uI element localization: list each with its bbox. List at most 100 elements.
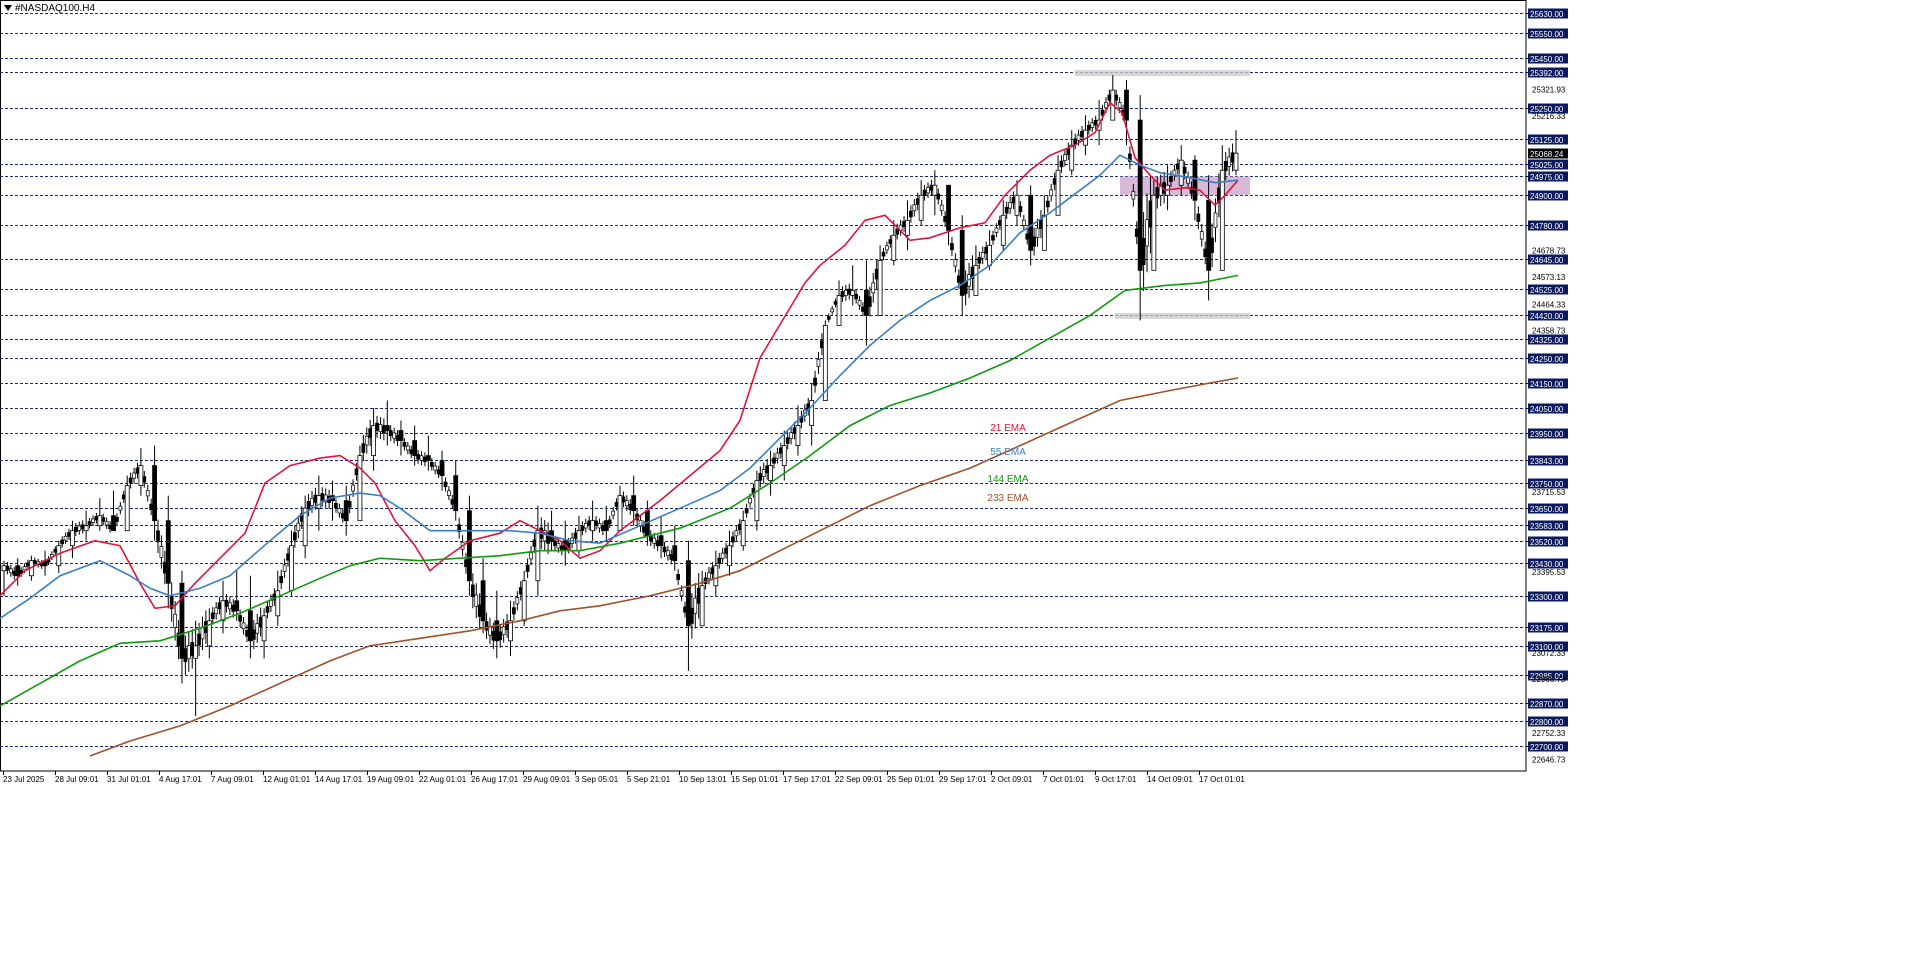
candle-body xyxy=(128,477,133,484)
candle-body xyxy=(484,621,489,631)
candle-body xyxy=(840,291,845,298)
candle-body xyxy=(1141,238,1146,266)
candle-body xyxy=(717,557,722,564)
candle-body xyxy=(830,308,835,313)
y-plain-label: 22752.33 xyxy=(1532,729,1566,738)
candle-body xyxy=(699,585,705,627)
candle-body xyxy=(56,545,62,567)
candle-body xyxy=(138,465,144,487)
candle-body xyxy=(871,282,876,294)
candle-body xyxy=(611,510,616,516)
candle-body xyxy=(932,184,938,196)
x-tick-label: 17 Sep 17:01 xyxy=(783,775,831,784)
candle-body xyxy=(772,457,776,464)
candle-body xyxy=(269,600,273,607)
candle-body xyxy=(1055,169,1061,216)
candle-body xyxy=(22,566,27,571)
candle-body xyxy=(296,522,301,532)
legend-entry: 233 EMA xyxy=(987,493,1028,504)
candle-body xyxy=(1155,187,1160,199)
current-price-box xyxy=(1528,148,1568,159)
candle-body xyxy=(261,615,267,642)
y-tick-label: 25550.00 xyxy=(1530,30,1564,39)
candle-body xyxy=(662,546,667,553)
candle-body xyxy=(1069,144,1075,171)
candle-body xyxy=(891,234,897,261)
candle-body xyxy=(501,626,506,636)
candle-body xyxy=(371,425,377,456)
y-tick-label: 23430.00 xyxy=(1530,560,1564,569)
x-tick-label: 4 Aug 17:01 xyxy=(159,775,202,784)
candle-body xyxy=(781,445,787,467)
x-tick-label: 10 Sep 13:01 xyxy=(679,775,727,784)
candle-body xyxy=(666,550,670,557)
candle-body xyxy=(412,440,418,456)
candle-body xyxy=(535,530,541,582)
candle-body xyxy=(580,525,585,531)
candle-body xyxy=(302,507,308,547)
current-price-label: 25068.24 xyxy=(1530,150,1564,159)
candle-body xyxy=(854,293,858,300)
candle-body xyxy=(173,613,177,628)
candle-body xyxy=(939,204,944,211)
candle-body xyxy=(768,465,773,482)
candle-body xyxy=(844,289,848,296)
ema-line-233-ema xyxy=(89,377,1239,757)
candle-body xyxy=(425,455,431,461)
candle-body xyxy=(1086,124,1091,131)
y-tick-label-box xyxy=(1528,503,1568,514)
candle-body xyxy=(909,210,913,218)
candle-body xyxy=(402,441,407,447)
candle-body xyxy=(361,443,366,453)
candle-body xyxy=(744,507,749,514)
candle-body xyxy=(758,473,763,481)
candle-body xyxy=(334,502,338,509)
y-tick-label-box xyxy=(1528,641,1568,652)
candle-body xyxy=(1100,109,1105,116)
candle-body xyxy=(251,629,256,640)
y-tick-label-box xyxy=(1528,171,1568,182)
candle-body xyxy=(707,572,711,580)
candle-body xyxy=(1210,237,1214,253)
candle-body xyxy=(32,560,37,564)
candle-body xyxy=(881,251,886,257)
candle-body xyxy=(963,281,968,295)
candle-body xyxy=(8,568,13,574)
y-tick-label-box xyxy=(1528,520,1568,531)
y-tick-label-box xyxy=(1528,220,1568,231)
candle-body xyxy=(1008,201,1012,209)
y-tick-label-box xyxy=(1528,134,1568,145)
candle-body xyxy=(1219,169,1225,271)
candle-body xyxy=(498,631,503,641)
y-tick-label: 22985.00 xyxy=(1530,672,1564,681)
candle-body xyxy=(74,526,78,532)
y-tick-label-box xyxy=(1528,353,1568,364)
y-tick-label: 24420.00 xyxy=(1530,312,1564,321)
candle-body xyxy=(720,552,725,559)
collapse-triangle-icon[interactable] xyxy=(4,5,12,12)
candle-body xyxy=(1169,176,1173,182)
candle-body xyxy=(994,227,999,233)
candle-body xyxy=(115,517,119,522)
candle-body xyxy=(282,564,287,572)
candle-body xyxy=(515,597,520,605)
candle-body xyxy=(447,490,451,496)
x-tick-label: 29 Sep 17:01 xyxy=(939,775,987,784)
candle-body xyxy=(337,507,342,514)
x-tick-label: 15 Sep 01:01 xyxy=(731,775,779,784)
candle-body xyxy=(1028,194,1034,251)
symbol-title: #NASDAQ100.H4 xyxy=(4,3,95,14)
candle-body xyxy=(118,505,123,511)
candle-body xyxy=(590,520,596,532)
candle-body xyxy=(470,584,475,597)
candle-body xyxy=(912,204,917,212)
x-tick-label: 29 Aug 09:01 xyxy=(523,775,571,784)
candle-body xyxy=(220,600,226,622)
candle-body xyxy=(864,289,869,316)
y-tick-label-box xyxy=(1528,741,1568,752)
y-tick-label: 25450.00 xyxy=(1530,55,1564,64)
candle-body xyxy=(1213,212,1218,228)
candle-body xyxy=(1233,152,1239,171)
